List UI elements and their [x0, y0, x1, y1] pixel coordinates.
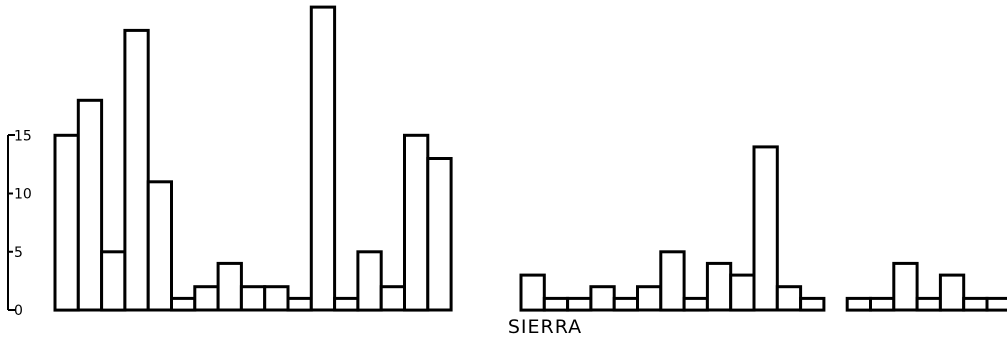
bar [123, 28, 150, 312]
bar [170, 296, 197, 312]
bar [566, 296, 593, 312]
bar [146, 180, 173, 312]
bar [216, 261, 243, 312]
bar [286, 296, 313, 312]
bar [682, 296, 709, 312]
bar [589, 285, 616, 312]
bar [985, 296, 1007, 312]
bar [845, 296, 873, 312]
bar [659, 250, 686, 312]
bar [263, 285, 290, 312]
bar [775, 285, 803, 312]
bar [379, 285, 407, 312]
bar [752, 145, 779, 312]
bar [193, 285, 220, 312]
bar [892, 261, 919, 312]
bar [869, 296, 896, 312]
bar [612, 296, 640, 312]
bar [938, 273, 966, 312]
y-tick-label: 0 [14, 303, 23, 319]
bar [962, 296, 989, 312]
y-tick-labels: 0 5 10 15 [8, 128, 32, 319]
bar [100, 250, 127, 312]
bar [519, 273, 546, 312]
bar [333, 296, 360, 312]
bar [239, 285, 267, 312]
bar [356, 250, 383, 312]
bar [915, 296, 942, 312]
bar [542, 296, 570, 312]
y-tick-label: 5 [14, 245, 23, 261]
y-tick-label: 10 [14, 187, 32, 203]
bar [309, 5, 337, 312]
bar [403, 133, 430, 312]
bars [53, 5, 1007, 312]
bar [799, 296, 826, 312]
bar [426, 157, 453, 312]
y-axis [7, 134, 15, 311]
x-axis-label: SIERRA [508, 316, 582, 338]
bar [705, 261, 733, 312]
bar [53, 133, 80, 312]
bar [76, 98, 104, 312]
bar [636, 285, 663, 312]
bar [729, 273, 756, 312]
y-tick-label: 15 [14, 128, 32, 144]
